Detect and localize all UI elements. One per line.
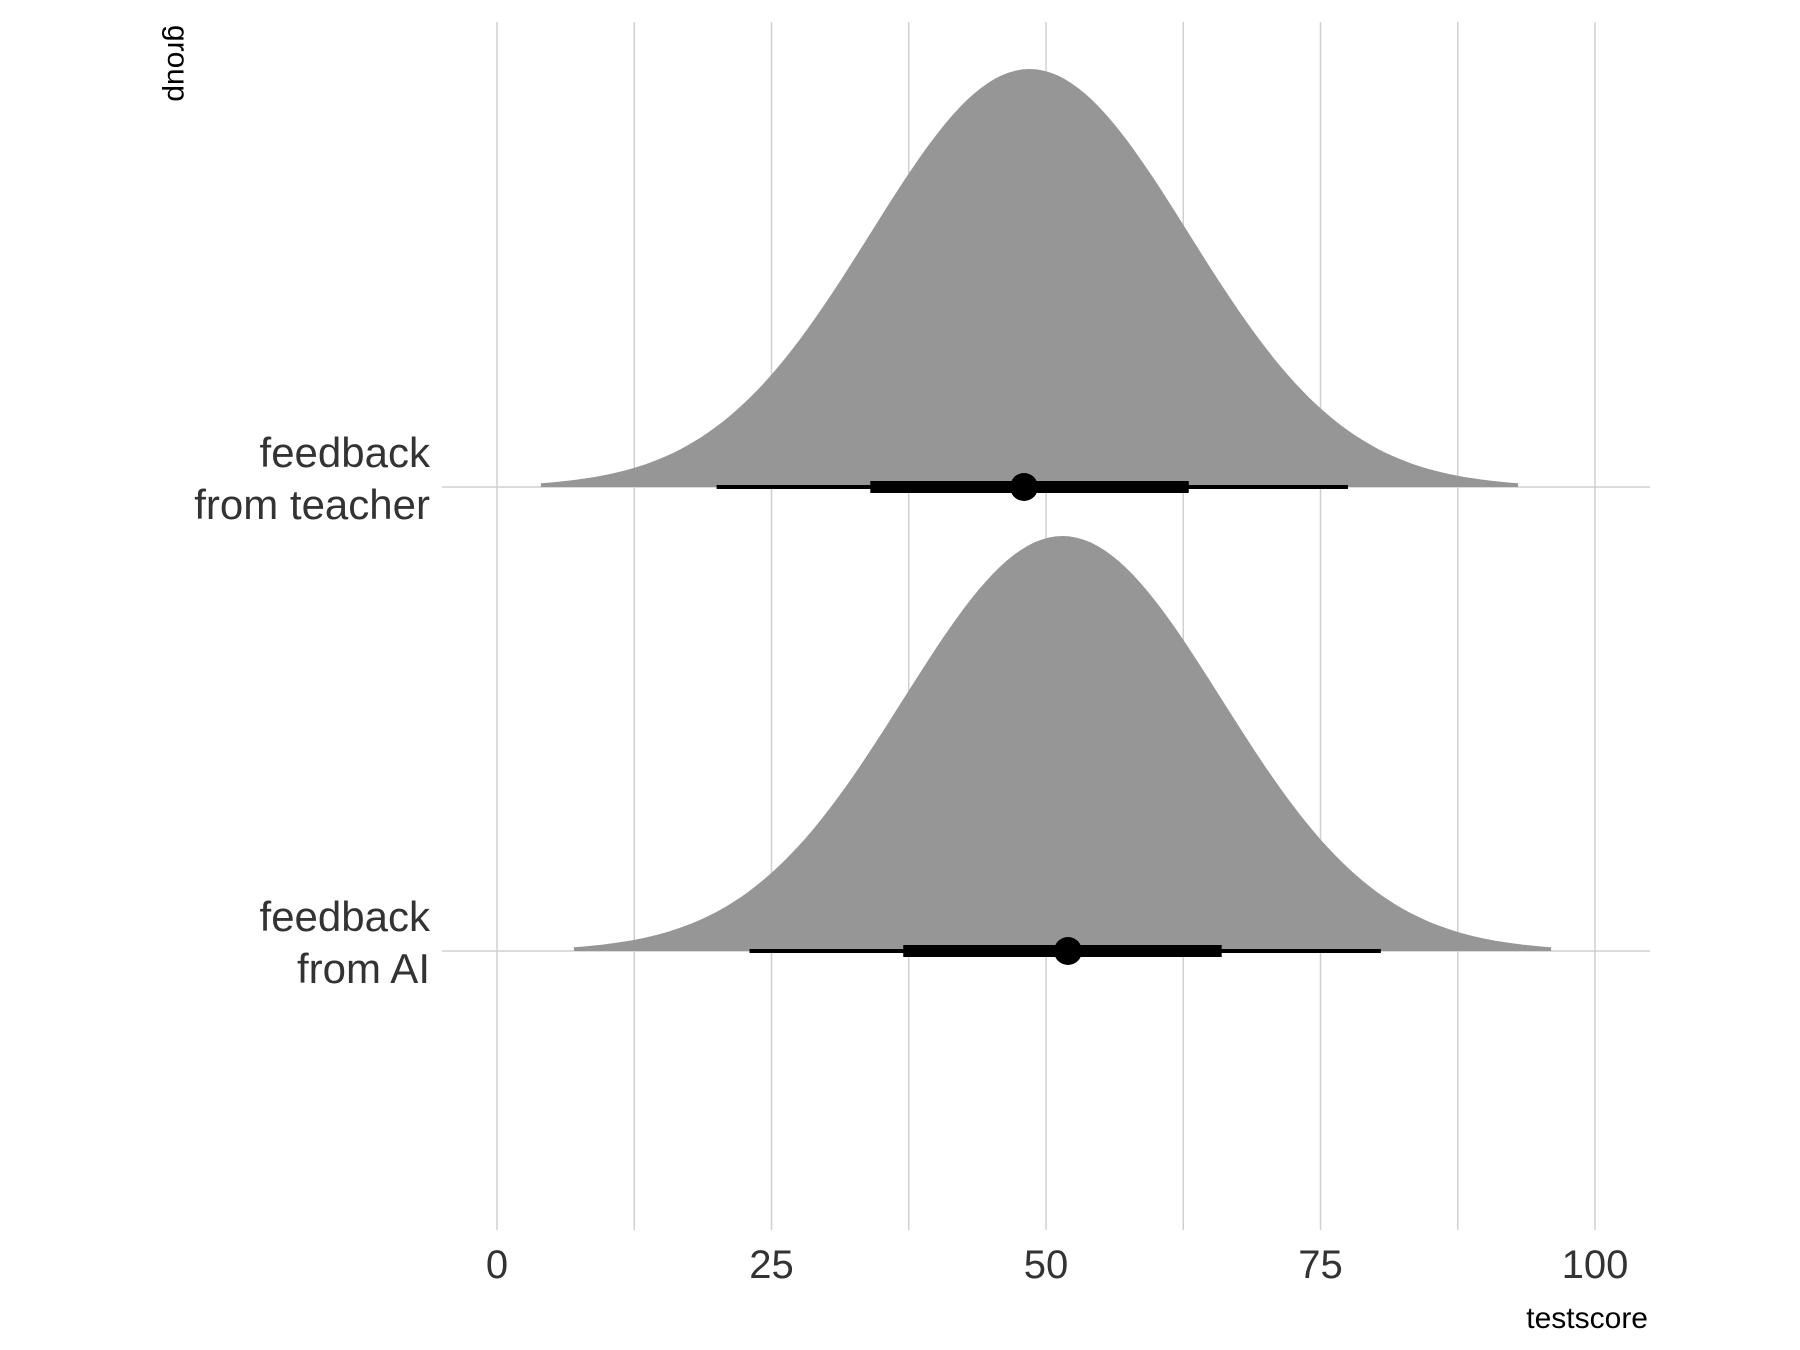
density-curve	[540, 69, 1519, 487]
y-axis-title: group	[161, 25, 194, 102]
x-tick-label: 25	[749, 1243, 794, 1287]
point-estimate	[1010, 473, 1039, 501]
x-tick-label: 75	[1298, 1243, 1343, 1287]
category-label: from AI	[297, 945, 430, 992]
category-label: feedback	[260, 893, 431, 940]
x-axis-title: testscore	[1526, 1302, 1648, 1335]
x-tick-label: 50	[1024, 1243, 1069, 1287]
category-label: from teacher	[194, 481, 430, 528]
category-label: feedback	[260, 429, 431, 476]
intervals	[716, 473, 1381, 965]
x-tick-label: 0	[486, 1243, 508, 1287]
x-tick-label: 100	[1562, 1243, 1629, 1287]
point-estimate	[1053, 937, 1082, 965]
densities	[540, 69, 1552, 951]
density-curve	[573, 536, 1552, 951]
labels: 0 25 50 75 100 feedback from teacher feedback fr…	[194, 429, 1628, 1287]
